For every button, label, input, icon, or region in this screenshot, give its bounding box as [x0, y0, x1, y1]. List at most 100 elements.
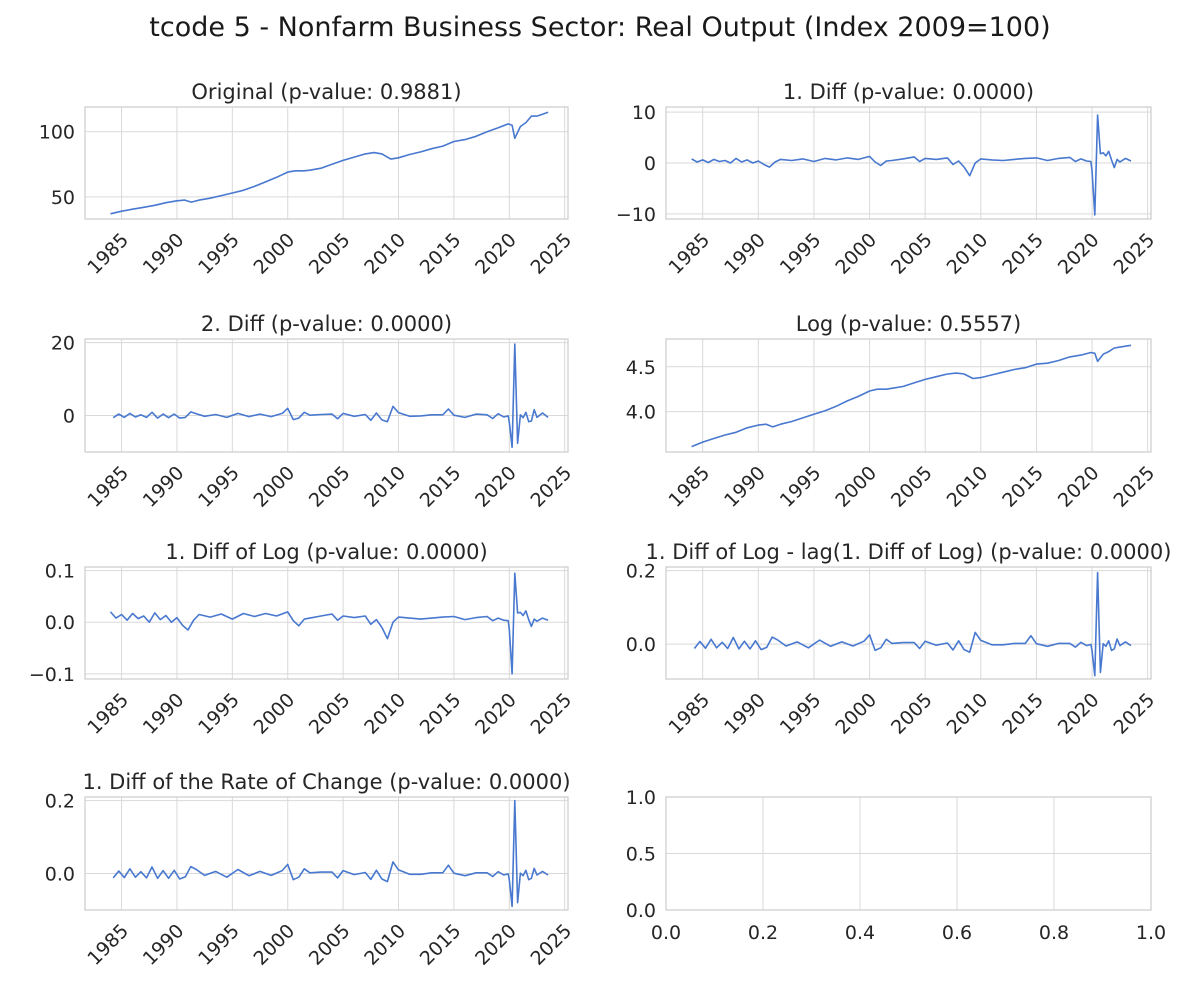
x-tick-label: 2020 [1054, 689, 1104, 739]
x-tick-label: 0.0 [651, 922, 681, 944]
axes-frame [665, 566, 1152, 680]
x-tick-label: 1995 [194, 920, 244, 970]
axes-frame [84, 566, 569, 680]
y-tick-label: 100 [39, 122, 75, 144]
y-tick-label: −10 [616, 204, 656, 226]
subplot-title: 2. Diff (p-value: 0.0000) [201, 312, 452, 336]
x-tick-label: 2005 [887, 689, 937, 739]
x-tick-label: 2025 [526, 689, 576, 739]
plot-area [85, 339, 568, 452]
y-tick-label: −0.1 [29, 664, 75, 686]
x-tick-label: 2010 [943, 462, 993, 512]
x-tick-label: 1990 [720, 689, 770, 739]
plot-area [85, 107, 568, 219]
series-line [693, 571, 1132, 677]
series-line [110, 111, 549, 215]
x-tick-label: 1995 [776, 462, 826, 512]
y-tick-label: 50 [51, 187, 75, 209]
series-line [112, 799, 549, 908]
figure-title: tcode 5 - Nonfarm Business Sector: Real … [149, 12, 1051, 43]
x-tick-label: 2005 [305, 920, 355, 970]
axes-frame [84, 796, 569, 911]
subplot-title: Original (p-value: 0.9881) [191, 80, 461, 104]
plot-area [666, 567, 1151, 679]
y-tick-label: 1.0 [626, 787, 656, 809]
series-line [691, 114, 1132, 216]
x-tick-label: 2000 [831, 689, 881, 739]
x-tick-label: 2025 [1109, 462, 1159, 512]
x-tick-label: 1995 [194, 229, 244, 279]
plot-area [85, 797, 568, 910]
x-tick-label: 2020 [1054, 229, 1104, 279]
x-tick-label: 1990 [720, 229, 770, 279]
x-tick-label: 2015 [998, 229, 1048, 279]
x-tick-label: 0.2 [748, 922, 778, 944]
y-tick-label: 0.1 [45, 561, 75, 583]
subplot-1: Original (p-value: 0.9881) 50 100 1985 1990 1… [39, 80, 576, 279]
x-tick-label: 2000 [250, 920, 300, 970]
x-tick-label: 1985 [83, 689, 133, 739]
x-tick-label: 2000 [250, 462, 300, 512]
x-tick-label: 2000 [250, 689, 300, 739]
plot-area [85, 567, 568, 679]
x-tick-label: 2020 [1054, 462, 1104, 512]
y-tick-label: 4.5 [626, 357, 656, 379]
plot-area [666, 339, 1151, 452]
x-tick-label: 1985 [83, 920, 133, 970]
subplot-8: 0.0 0.5 1.0 0.0 0.2 0.4 0.6 0.8 1.0 [626, 787, 1166, 944]
y-tick-label: 10 [632, 102, 656, 124]
subplot-3: 2. Diff (p-value: 0.0000) 0 20 1985 1990 1995… [51, 312, 576, 512]
series-line [691, 344, 1132, 448]
x-tick-label: 1985 [83, 229, 133, 279]
x-tick-label: 2005 [305, 689, 355, 739]
x-tick-label: 1985 [664, 689, 714, 739]
x-tick-label: 2010 [943, 229, 993, 279]
x-tick-label: 1985 [664, 462, 714, 512]
y-tick-label: 0.0 [45, 864, 75, 886]
x-tick-label: 2000 [831, 462, 881, 512]
x-tick-label: 2020 [471, 462, 521, 512]
x-tick-label: 2005 [887, 462, 937, 512]
x-tick-label: 2010 [360, 229, 410, 279]
x-tick-label: 0.4 [845, 922, 875, 944]
subplot-title: 1. Diff of Log - lag(1. Diff of Log) (p-… [646, 540, 1172, 564]
x-tick-label: 1995 [776, 229, 826, 279]
x-tick-label: 2015 [998, 462, 1048, 512]
x-tick-label: 2010 [943, 689, 993, 739]
x-tick-label: 2015 [416, 920, 466, 970]
x-tick-label: 2010 [360, 920, 410, 970]
x-tick-label: 1995 [776, 689, 826, 739]
x-tick-label: 2020 [471, 920, 521, 970]
subplot-5: 1. Diff of Log (p-value: 0.0000) −0.1 0.0 0… [29, 540, 576, 739]
subplot-title: Log (p-value: 0.5557) [796, 312, 1022, 336]
x-tick-label: 2005 [305, 229, 355, 279]
axes-frame [665, 338, 1152, 453]
x-tick-label: 0.6 [942, 922, 972, 944]
x-tick-label: 1995 [194, 462, 244, 512]
axes-frame [665, 106, 1152, 220]
x-tick-label: 2015 [416, 462, 466, 512]
y-tick-label: 20 [51, 333, 75, 355]
y-tick-label: 0 [63, 406, 75, 428]
series-line [112, 343, 549, 449]
x-tick-label: 2025 [1109, 229, 1159, 279]
axes-frame [665, 796, 1152, 911]
y-tick-label: 0.0 [45, 612, 75, 634]
y-tick-label: 0.0 [626, 634, 656, 656]
x-tick-label: 2000 [250, 229, 300, 279]
x-tick-label: 1985 [664, 229, 714, 279]
x-tick-label: 1985 [83, 462, 133, 512]
subplot-title: 1. Diff (p-value: 0.0000) [783, 80, 1034, 104]
x-tick-label: 2015 [416, 229, 466, 279]
y-tick-label: 0.2 [626, 561, 656, 583]
x-tick-label: 2005 [305, 462, 355, 512]
subplot-title: 1. Diff of Log (p-value: 0.0000) [165, 540, 487, 564]
x-tick-label: 2025 [1109, 689, 1159, 739]
y-tick-label: 0.2 [45, 791, 75, 813]
subplot-2: 1. Diff (p-value: 0.0000) −10 0 10 1985 1990 1… [616, 80, 1159, 279]
x-tick-label: 2005 [887, 229, 937, 279]
x-tick-label: 2025 [526, 920, 576, 970]
x-tick-label: 2020 [471, 229, 521, 279]
